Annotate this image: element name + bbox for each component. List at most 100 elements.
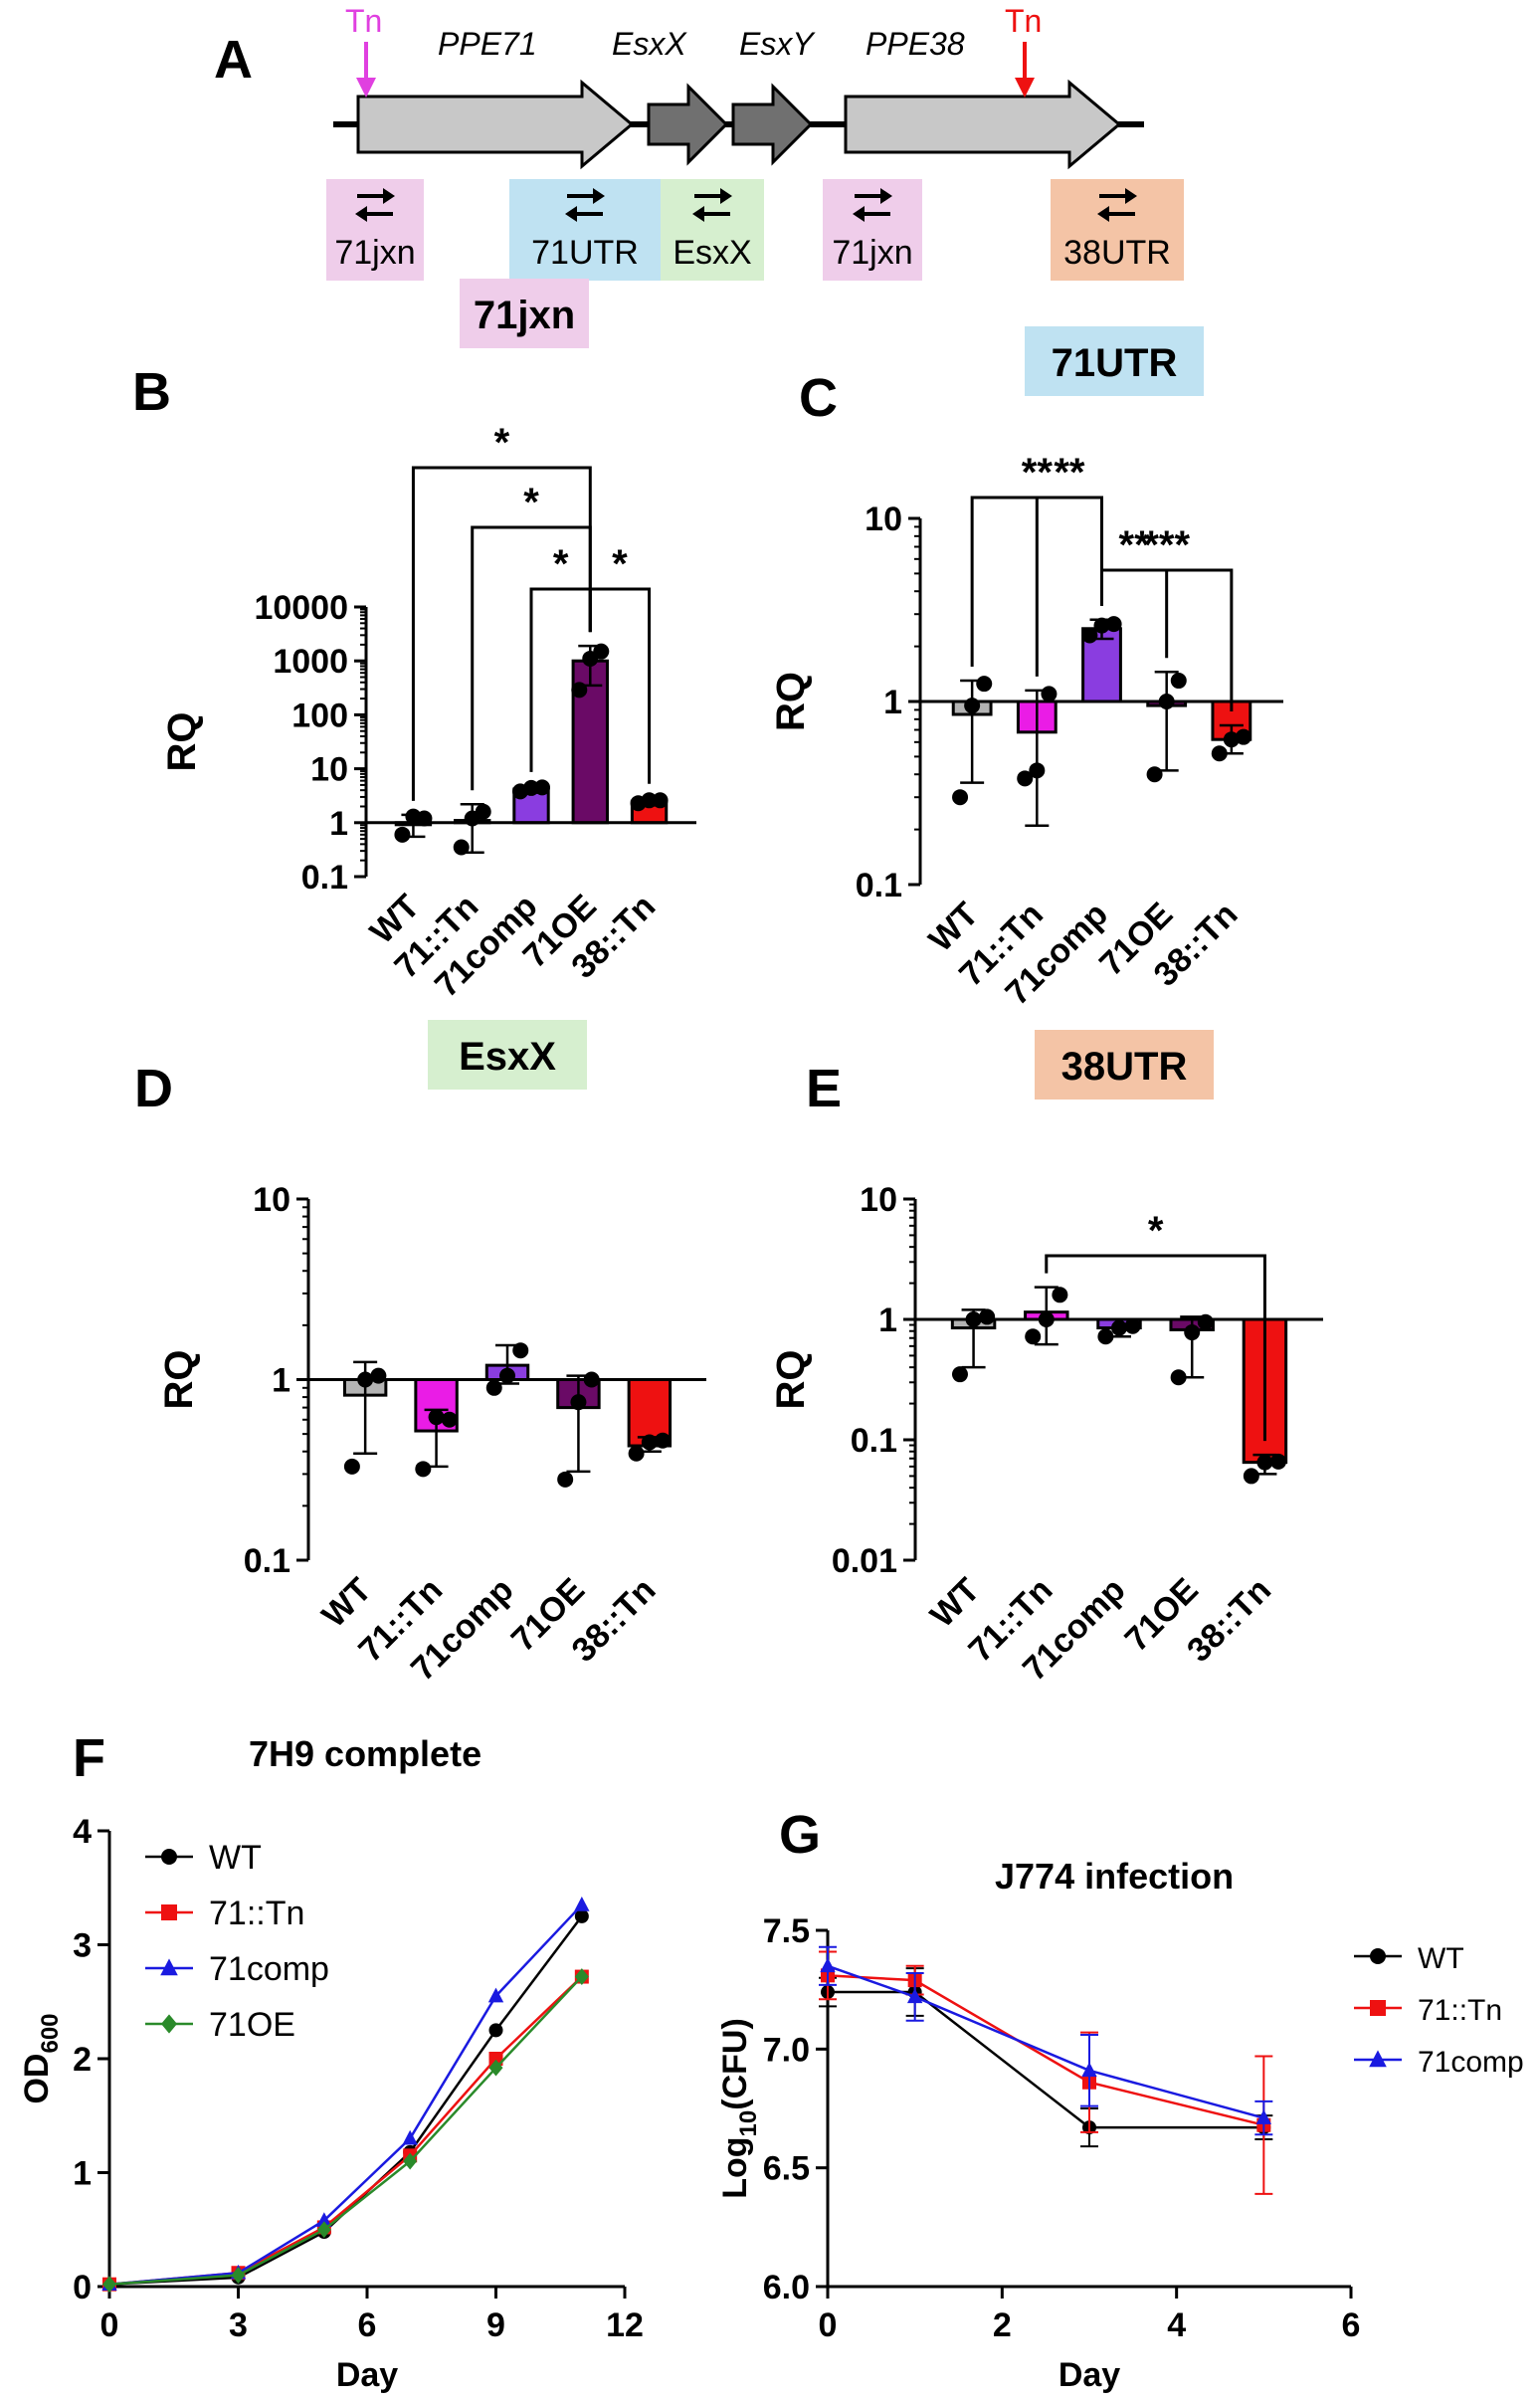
y-tick-label-2: 2 — [73, 2041, 92, 2079]
data-point-71oe-5 — [574, 1968, 589, 1985]
y-axis-label: RQ — [769, 672, 813, 731]
y-tick-label-0-1: 0.1 — [851, 1422, 897, 1460]
data-point-71comp-4 — [487, 1987, 504, 2003]
x-tick-label-3: 3 — [229, 2306, 248, 2344]
legend-label: 71OE — [209, 2006, 295, 2044]
panel-title: 71UTR — [1052, 341, 1178, 385]
significance-label-2: ** — [1119, 523, 1151, 567]
gene-label-ppe71: PPE71 — [438, 26, 537, 62]
data-point-71-tn-0 — [1017, 770, 1034, 787]
data-point-71comp-5 — [574, 1897, 590, 1911]
data-point-71comp-2 — [512, 1342, 529, 1359]
data-point-71-tn-0 — [415, 1461, 432, 1478]
data-point-wt-2 — [979, 1308, 996, 1325]
significance-label-3: *** — [1143, 523, 1190, 567]
primer-label: 38UTR — [1063, 234, 1171, 272]
gene-ppe71: PPE71 — [356, 26, 635, 170]
x-tick-label-12: 12 — [606, 2306, 644, 2344]
data-point-71comp-1 — [1093, 617, 1110, 634]
data-point-38-tn-0 — [628, 1445, 645, 1462]
legend-item-wt: WT — [145, 1839, 262, 1877]
primer-box-38utr-4: 38UTR — [1051, 179, 1184, 281]
data-point-71comp-0 — [1097, 1328, 1114, 1345]
x-tick-label-9: 9 — [486, 2306, 505, 2344]
primer-box-71jxn-0: 71jxn — [326, 179, 424, 281]
y-tick-label-1: 1 — [272, 1362, 290, 1400]
data-point-38-tn-1 — [1223, 731, 1240, 748]
data-point-71-tn-0 — [1025, 1328, 1042, 1345]
y-axis-label: Log10(CFU) — [716, 2018, 762, 2199]
tn-label-ppe71: Tn — [345, 3, 382, 39]
series-line-71comp — [108, 1903, 583, 2286]
data-point-wt-1 — [964, 698, 981, 714]
legend-item-71-tn: 71::Tn — [145, 1895, 304, 1932]
legend-marker — [1370, 2000, 1386, 2016]
data-point-71comp-1 — [906, 1988, 923, 2004]
legend-label: WT — [209, 1839, 262, 1877]
y-tick-label-7-5: 7.5 — [763, 1912, 810, 1950]
data-point-71oe-0 — [557, 1471, 574, 1488]
primer-box-71utr-1: 71UTR — [509, 179, 661, 281]
panel-label-a: A — [214, 30, 253, 90]
primer-arrowhead-forward — [1125, 188, 1137, 204]
primer-box-esxx-2: EsxX — [661, 179, 764, 281]
primer-arrowhead-reverse — [692, 206, 704, 222]
significance-label-0: * — [494, 421, 510, 465]
y-tick-label-0-1: 0.1 — [856, 867, 902, 904]
y-tick-label-4: 4 — [73, 1813, 92, 1851]
y-tick-label-6-0: 6.0 — [763, 2269, 810, 2306]
gene-esxy: EsxY — [731, 26, 816, 166]
data-point-wt-2 — [370, 1367, 387, 1384]
significance-label-0: * — [1148, 1209, 1164, 1253]
data-point-71-tn-2 — [1041, 686, 1058, 702]
y-tick-label-1: 1 — [883, 684, 902, 721]
legend-label: 71comp — [209, 1950, 329, 1988]
primer-arrowhead-reverse — [355, 206, 367, 222]
data-point-38-tn-1 — [641, 1434, 658, 1451]
y-axis-label-subscript: 600 — [37, 2013, 64, 2053]
data-point-71oe-4 — [488, 2059, 503, 2077]
legend-marker — [161, 1849, 177, 1865]
significance-label-1: ** — [1054, 451, 1085, 495]
panel-title: J774 infection — [995, 1856, 1234, 1897]
significance-bracket-3 — [588, 587, 652, 784]
data-point-71oe-2 — [316, 2221, 331, 2239]
gene-arrow-ppe71 — [356, 79, 635, 170]
data-point-71oe-0 — [1170, 1369, 1187, 1386]
x-tick-label-0: 0 — [100, 2306, 119, 2344]
x-tick-label-4: 4 — [1167, 2306, 1186, 2344]
y-tick-label-0-01: 0.01 — [832, 1542, 897, 1580]
legend-item-wt: WT — [1354, 1942, 1464, 1975]
x-tick-label-6: 6 — [1342, 2306, 1361, 2344]
data-point-71comp-2 — [1124, 1317, 1141, 1334]
data-point-wt-2 — [976, 676, 993, 693]
significance-label-0: ** — [1022, 451, 1054, 495]
data-point-71oe-2 — [1170, 673, 1187, 690]
panel-title-bg — [1035, 1030, 1214, 1100]
primer-boxes: 71jxn 71UTR EsxX 71jxn 38UTR — [326, 179, 1184, 281]
series-71comp — [819, 1945, 1273, 2136]
y-tick-label-10: 10 — [310, 751, 348, 789]
data-point-71oe-1 — [231, 2267, 246, 2284]
y-axis-label-main: OD — [18, 2054, 56, 2104]
panel-label: C — [799, 368, 838, 428]
significance-label-3: * — [612, 542, 628, 586]
y-tick-label-0-1: 0.1 — [301, 859, 348, 897]
y-tick-label-0-1: 0.1 — [244, 1542, 290, 1580]
series-line-71oe — [108, 1975, 583, 2286]
transposon-ppe71: Tn — [345, 3, 382, 98]
data-point-71oe-0 — [571, 682, 588, 699]
gene-label-esxx: EsxX — [612, 26, 687, 62]
y-tick-label-7-0: 7.0 — [763, 2031, 810, 2069]
data-point-71oe-1 — [570, 1394, 587, 1411]
primer-arrowhead-reverse — [565, 206, 577, 222]
legend-marker — [161, 2014, 177, 2034]
gene-label-ppe38: PPE38 — [866, 26, 965, 62]
tn-arrow-head-ppe38 — [1015, 78, 1035, 98]
primer-label: 71jxn — [334, 234, 415, 272]
y-tick-label-1000: 1000 — [273, 643, 348, 681]
data-point-71-tn-2 — [441, 1411, 458, 1428]
y-tick-label-1: 1 — [878, 1301, 897, 1339]
data-point-71comp-1 — [499, 1367, 515, 1384]
